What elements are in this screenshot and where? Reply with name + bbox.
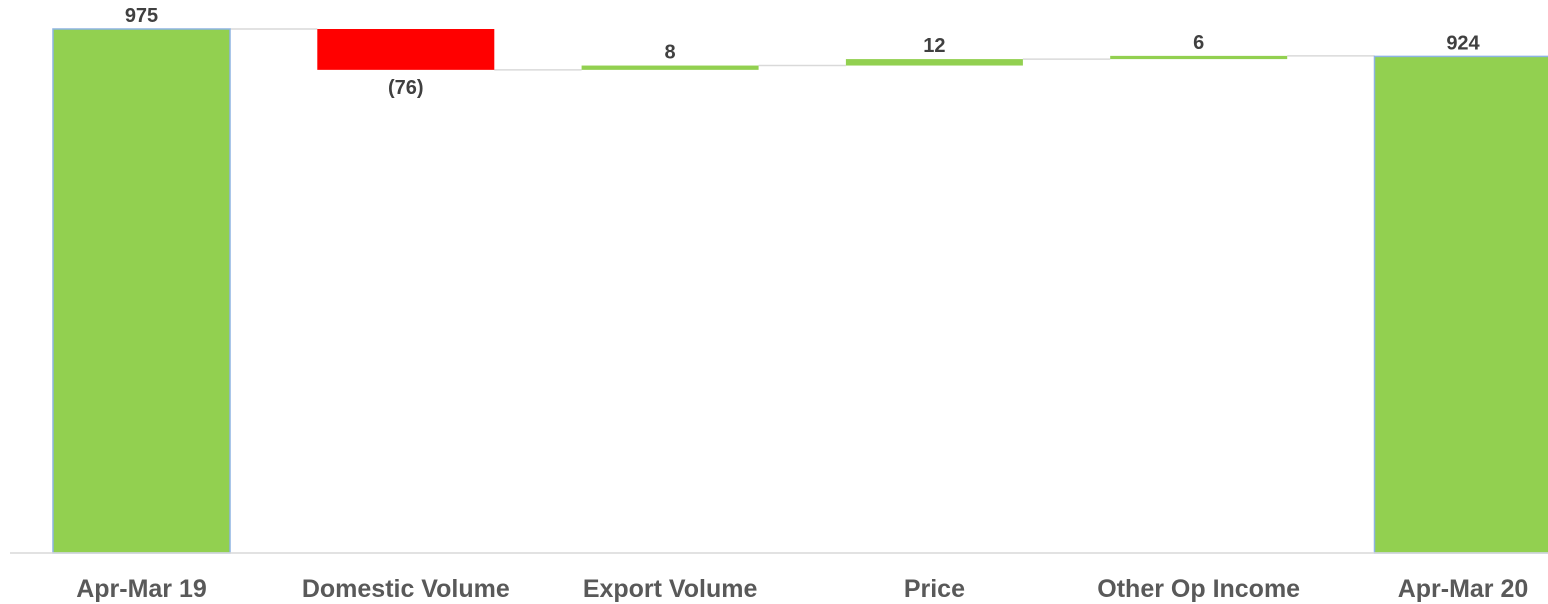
category-label-other-op-income: Other Op Income <box>1097 575 1300 603</box>
category-label-price: Price <box>904 575 965 603</box>
bar-apr-mar-20 <box>1373 55 1548 554</box>
bar-export-volume <box>581 65 759 70</box>
data-label-other-op-income: 6 <box>1193 32 1204 54</box>
category-labels: Apr-Mar 19 Domestic Volume Export Volume Pr… <box>76 575 1528 603</box>
data-label-apr-mar-19: 975 <box>125 5 158 27</box>
data-label-domestic-volume: (76) <box>388 77 424 99</box>
category-label-apr-mar-19: Apr-Mar 19 <box>76 575 207 603</box>
connector-lines <box>230 28 1375 71</box>
bar-domestic-volume <box>317 29 495 70</box>
bar-price <box>845 59 1023 66</box>
data-labels: 975 (76) 8 12 6 924 <box>125 5 1481 99</box>
bar-apr-mar-19 <box>52 28 231 554</box>
category-label-domestic-volume: Domestic Volume <box>302 575 510 603</box>
data-label-export-volume: 8 <box>665 42 676 64</box>
data-label-price: 12 <box>923 35 945 57</box>
bar-other-op-income <box>1110 55 1288 60</box>
category-label-export-volume: Export Volume <box>583 575 758 603</box>
bars <box>52 28 1548 554</box>
category-label-apr-mar-20: Apr-Mar 20 <box>1398 575 1529 603</box>
data-label-apr-mar-20: 924 <box>1446 32 1480 54</box>
